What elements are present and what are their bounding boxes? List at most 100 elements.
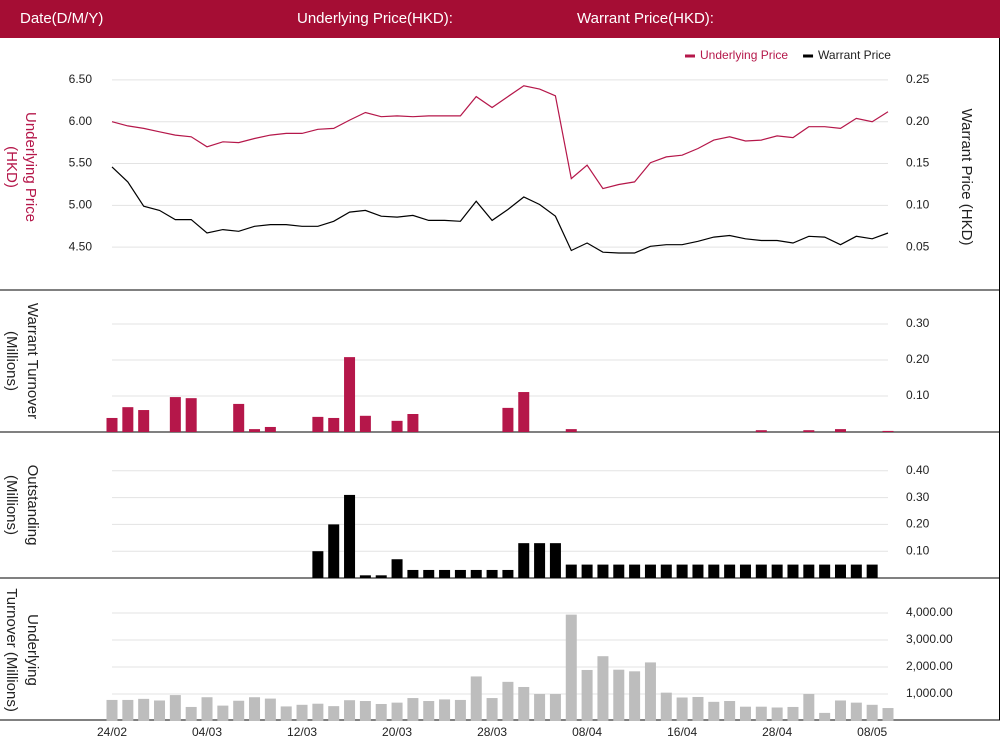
bar (581, 564, 593, 578)
y-tick-label: 0.30 (906, 490, 930, 504)
bar (391, 420, 403, 432)
bar (328, 706, 340, 721)
bar (613, 669, 625, 721)
bar (739, 706, 751, 721)
line-series (111, 166, 889, 254)
y-axis-title: (Millions) (3, 331, 20, 391)
y-tick-label: 0.40 (906, 463, 930, 477)
bar (819, 564, 831, 578)
y-axis-title: Turnover (Millions) (3, 588, 20, 712)
bar (185, 706, 197, 721)
bar (217, 705, 229, 721)
legend-label: Underlying Price (700, 48, 788, 62)
bar (106, 417, 118, 432)
y-tick-label: 3,000.00 (906, 632, 953, 646)
bar (866, 564, 878, 578)
bar (502, 681, 514, 721)
bar (882, 430, 894, 432)
bar (169, 397, 181, 432)
bar (344, 494, 356, 578)
y-axis-title: Outstanding (24, 465, 41, 546)
legend-label: Warrant Price (818, 48, 891, 62)
y-tick-label: 1,000.00 (906, 686, 953, 700)
bar (502, 407, 514, 432)
bar (581, 669, 593, 721)
y-axis-title: Underlying (24, 614, 41, 686)
bar (328, 417, 340, 432)
y-axis-title: (HKD) (3, 146, 20, 188)
bar (549, 694, 561, 721)
bar (534, 543, 546, 578)
header-label: Underlying Price(HKD): (297, 10, 453, 27)
y-tick-label: 0.20 (906, 352, 930, 366)
y-tick-label: 0.20 (906, 517, 930, 531)
y-tick-label: 0.10 (906, 543, 930, 557)
y-tick-label: 2,000.00 (906, 659, 953, 673)
bar (359, 415, 371, 432)
bar (169, 695, 181, 721)
bar (613, 564, 625, 578)
y-axis-title: Warrant Turnover (24, 303, 41, 419)
bar (850, 702, 862, 721)
bar (803, 430, 815, 432)
bar (565, 564, 577, 578)
bar (518, 392, 530, 432)
y-tick-label: 6.00 (69, 114, 93, 128)
bar (122, 407, 134, 432)
bar (233, 403, 245, 432)
bar (803, 564, 815, 578)
y-tick-label: 0.30 (906, 316, 930, 330)
y-tick-label: 6.50 (69, 72, 93, 86)
bar (439, 569, 451, 578)
bar (439, 699, 451, 721)
bar (882, 708, 894, 721)
bar (486, 698, 498, 721)
header-bar (0, 0, 1000, 38)
x-tick-label: 28/03 (477, 725, 507, 739)
bar (185, 398, 197, 432)
bar (819, 712, 831, 721)
bar (502, 569, 514, 578)
x-tick-label: 20/03 (382, 725, 412, 739)
y2-tick-label: 0.25 (906, 72, 930, 86)
bar (644, 564, 656, 578)
x-tick-label: 24/02 (97, 725, 127, 739)
bar (565, 614, 577, 721)
bar (344, 700, 356, 721)
bar (724, 701, 736, 721)
bar (391, 559, 403, 578)
bar (296, 704, 308, 721)
bar (280, 706, 292, 721)
bar (359, 575, 371, 578)
bar (138, 698, 150, 721)
bar (344, 357, 356, 432)
bar (755, 706, 767, 721)
bar (470, 676, 482, 721)
bar (597, 656, 609, 721)
bar (629, 564, 641, 578)
bar (106, 699, 118, 721)
bar (834, 429, 846, 432)
bar (771, 707, 783, 721)
y-axis-title: (Millions) (3, 475, 20, 535)
bar (549, 543, 561, 578)
bar (407, 698, 419, 721)
x-tick-label: 04/03 (192, 725, 222, 739)
bar (803, 694, 815, 721)
bar (692, 696, 704, 721)
header-label: Warrant Price(HKD): (577, 10, 714, 27)
bar (739, 564, 751, 578)
bar (708, 564, 720, 578)
bar (138, 410, 150, 432)
y2-axis-title: Warrant Price (HKD) (958, 109, 975, 246)
bar (391, 702, 403, 721)
y-tick-label: 0.10 (906, 388, 930, 402)
y2-tick-label: 0.10 (906, 198, 930, 212)
bar (423, 569, 435, 578)
bar (312, 551, 324, 578)
bar (122, 699, 134, 721)
bar (518, 686, 530, 721)
bar (866, 704, 878, 721)
bar (407, 569, 419, 578)
